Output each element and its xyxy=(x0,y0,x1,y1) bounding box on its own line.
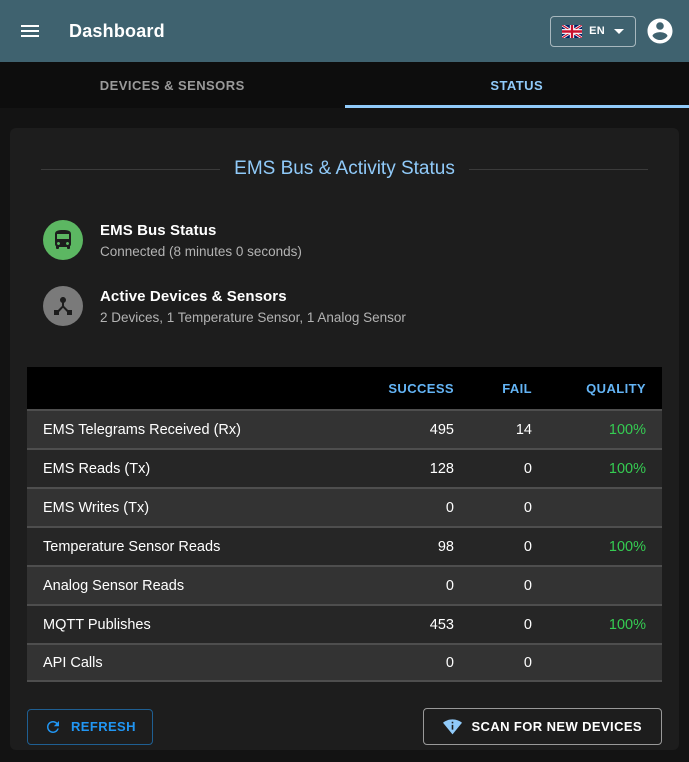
row-fail-value: 14 xyxy=(515,421,532,438)
row-success-value: 128 xyxy=(429,460,454,477)
table-header-fail: FAIL xyxy=(502,380,532,396)
table-row: EMS Telegrams Received (Rx) 495 14 100% xyxy=(27,409,662,448)
table-body: EMS Telegrams Received (Rx) 495 14 100% … xyxy=(27,409,662,682)
row-quality-value: 100% xyxy=(608,616,646,633)
chevron-down-icon xyxy=(614,28,624,34)
row-quality-value: 100% xyxy=(608,538,646,555)
divider-line xyxy=(468,168,649,170)
row-name: EMS Telegrams Received (Rx) xyxy=(43,421,241,438)
refresh-button[interactable]: REFRESH xyxy=(27,708,153,745)
divider-line xyxy=(41,168,221,170)
row-success-value: 495 xyxy=(429,421,454,438)
row-fail-value: 0 xyxy=(523,538,532,555)
list-item-subtitle: 2 Devices, 1 Temperature Sensor, 1 Analo… xyxy=(100,309,406,325)
row-name: Temperature Sensor Reads xyxy=(43,538,221,555)
scan-button-label: SCAN FOR NEW DEVICES xyxy=(471,719,642,734)
row-success-value: 453 xyxy=(429,616,454,633)
table-row: API Calls 0 0 xyxy=(27,643,662,682)
table-row: Temperature Sensor Reads 98 0 100% xyxy=(27,526,662,565)
row-success-value: 0 xyxy=(445,654,454,671)
app-bar: Dashboard EN xyxy=(0,0,689,62)
table-header-success: SUCCESS xyxy=(388,380,454,396)
refresh-button-label: REFRESH xyxy=(71,719,136,734)
status-list: EMS Bus Status Connected (8 minutes 0 se… xyxy=(27,212,662,334)
refresh-icon xyxy=(47,720,59,733)
table-row: EMS Reads (Tx) 128 0 100% xyxy=(27,448,662,487)
activity-table: SUCCESS FAIL QUALITY EMS Telegrams Recei… xyxy=(27,367,662,682)
account-button[interactable] xyxy=(645,16,675,46)
row-success-value: 0 xyxy=(445,577,454,594)
uk-flag-icon xyxy=(562,24,583,38)
row-name: EMS Reads (Tx) xyxy=(43,460,151,477)
table-row: MQTT Publishes 453 0 100% xyxy=(27,604,662,643)
row-fail-value: 0 xyxy=(523,654,532,671)
row-success-value: 98 xyxy=(437,538,454,555)
language-selector[interactable]: EN xyxy=(550,15,636,47)
list-item-title: EMS Bus Status xyxy=(100,221,217,239)
scan-wifi-icon xyxy=(443,719,463,735)
status-card: EMS Bus & Activity Status EMS Bus Status… xyxy=(10,128,679,750)
row-name: EMS Writes (Tx) xyxy=(43,499,150,516)
card-title-divider: EMS Bus & Activity Status xyxy=(41,158,649,180)
list-item-title: Active Devices & Sensors xyxy=(100,287,287,305)
list-item-ems-bus-status: EMS Bus Status Connected (8 minutes 0 se… xyxy=(27,212,662,268)
hamburger-menu-icon[interactable] xyxy=(16,17,44,45)
row-fail-value: 0 xyxy=(523,499,532,516)
row-fail-value: 0 xyxy=(523,577,532,594)
card-title: EMS Bus & Activity Status xyxy=(234,158,455,179)
row-quality-value: 100% xyxy=(608,460,646,477)
tab-devices-sensors[interactable]: DEVICES & SENSORS xyxy=(0,62,345,108)
row-quality-value: 100% xyxy=(608,421,646,438)
row-fail-value: 0 xyxy=(523,460,532,477)
table-row: EMS Writes (Tx) 0 0 xyxy=(27,487,662,526)
tab-bar: DEVICES & SENSORS STATUS xyxy=(0,62,689,108)
table-header-row: SUCCESS FAIL QUALITY xyxy=(27,367,662,409)
account-circle-icon xyxy=(647,18,673,44)
device-hub-icon xyxy=(43,286,83,326)
list-item-subtitle: Connected (8 minutes 0 seconds) xyxy=(100,243,302,259)
action-bar: REFRESH SCAN FOR NEW DEVICES xyxy=(27,708,662,745)
row-name: Analog Sensor Reads xyxy=(43,577,185,594)
language-code: EN xyxy=(589,25,605,37)
row-fail-value: 0 xyxy=(523,616,532,633)
scan-for-new-devices-button[interactable]: SCAN FOR NEW DEVICES xyxy=(423,708,662,745)
list-item-active-devices: Active Devices & Sensors 2 Devices, 1 Te… xyxy=(27,278,662,334)
row-success-value: 0 xyxy=(445,499,454,516)
table-header-quality: QUALITY xyxy=(586,380,646,396)
row-name: MQTT Publishes xyxy=(43,616,151,633)
row-name: API Calls xyxy=(43,654,103,671)
table-row: Analog Sensor Reads 0 0 xyxy=(27,565,662,604)
bus-icon xyxy=(43,220,83,260)
tab-status[interactable]: STATUS xyxy=(344,62,689,108)
page-title: Dashboard xyxy=(69,20,165,41)
